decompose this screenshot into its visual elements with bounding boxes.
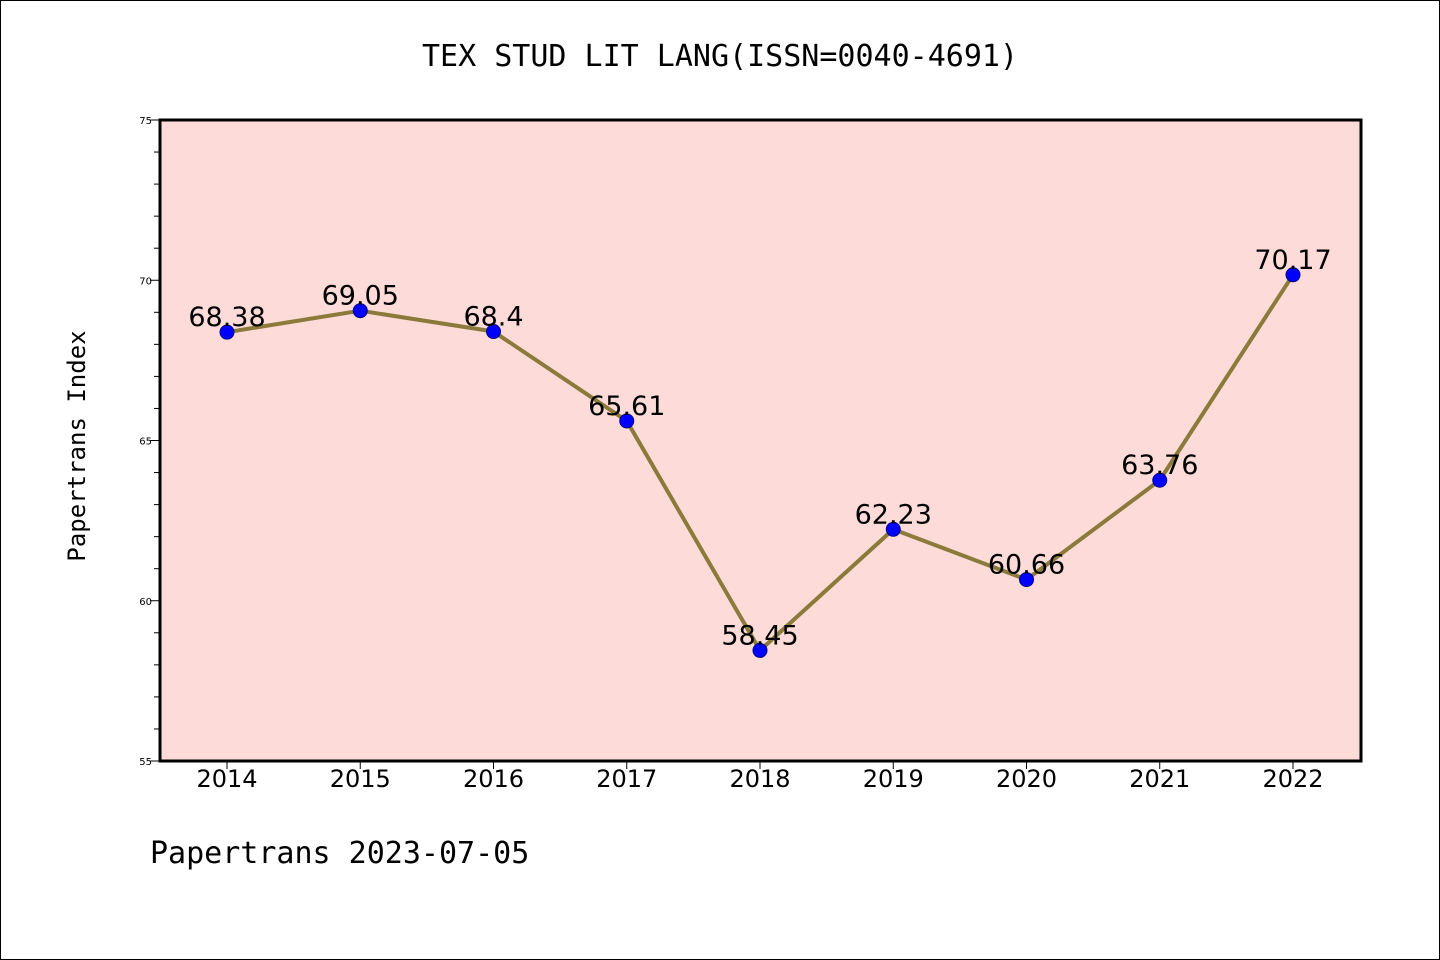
data-label: 58.45 [721,620,798,651]
data-point [219,324,235,340]
data-label: 69.05 [322,281,399,312]
y-tick-label: 70 [139,276,152,287]
data-label: 60.66 [988,550,1065,581]
x-tick-label: 2015 [330,765,391,793]
chart-title: TEX STUD LIT LANG(ISSN=0040-4691) [422,39,1018,74]
data-label: 68.38 [188,302,265,333]
data-point [486,324,501,340]
data-point [1019,572,1034,588]
data-label: 68.4 [463,302,523,333]
x-axis-ticks: 2014 2015 2016 2017 2018 2019 2020 2021 2022 [196,761,1324,793]
x-tick-label: 2017 [596,765,657,793]
data-label: 65.61 [588,391,665,422]
data-labels: 68.38 69.05 68.4 65.61 58.45 62.23 60.66 63.76 7… [188,245,1331,652]
data-label: 63.76 [1121,450,1198,481]
y-axis-label: Papertrans Index [63,330,91,561]
plot-border [158,118,1363,763]
x-tick-label: 2014 [196,765,257,793]
data-point [885,521,901,537]
footer-source-date: Papertrans 2023-07-05 [150,836,529,871]
data-point [352,303,368,319]
x-tick-label: 2020 [996,765,1057,793]
data-markers [219,267,1301,658]
y-tick-label: 55 [139,757,152,768]
data-label: 62.23 [855,499,932,530]
x-tick-label: 2021 [1129,765,1190,793]
y-tick-label: 60 [139,597,152,608]
data-point [619,413,635,429]
x-tick-label: 2018 [729,765,790,793]
data-point [1152,472,1168,488]
x-tick-label: 2022 [1262,765,1323,793]
y-tick-label: 65 [139,437,152,448]
x-tick-label: 2016 [463,765,524,793]
y-axis-ticks: 55 60 65 70 75 [139,116,160,768]
data-point [752,642,768,658]
x-tick-label: 2019 [863,765,924,793]
data-point [1285,267,1301,283]
y-tick-label: 75 [139,116,152,127]
plot-area [160,120,1361,761]
data-label: 70.17 [1254,245,1331,276]
